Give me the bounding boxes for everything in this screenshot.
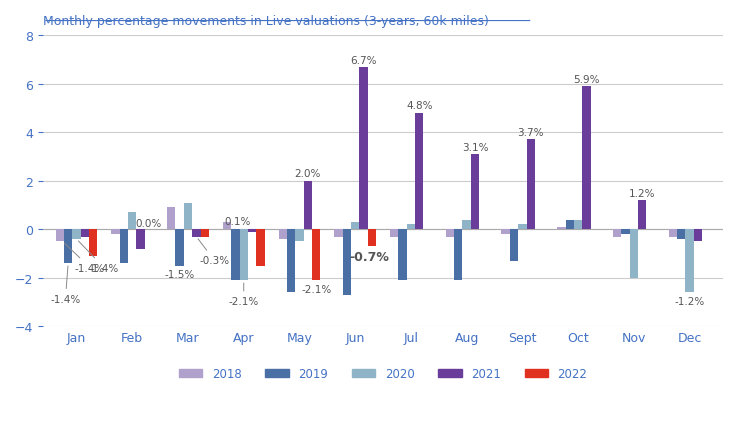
Bar bbox=[463, 220, 471, 230]
Text: 0.0%: 0.0% bbox=[136, 218, 162, 228]
Text: 2.0%: 2.0% bbox=[294, 169, 321, 179]
Bar bbox=[201, 230, 209, 237]
Bar bbox=[351, 222, 359, 230]
Text: -2.1%: -2.1% bbox=[301, 284, 331, 294]
Bar bbox=[80, 230, 89, 237]
Text: Monthly percentage movements in Live valuations (3-years, 60k miles): Monthly percentage movements in Live val… bbox=[43, 15, 489, 28]
Bar bbox=[176, 230, 184, 266]
Bar bbox=[248, 230, 256, 232]
Bar bbox=[111, 230, 120, 235]
Bar bbox=[334, 230, 342, 237]
Bar bbox=[303, 181, 312, 230]
Text: -1.4%: -1.4% bbox=[50, 267, 80, 304]
Bar bbox=[120, 230, 128, 264]
Bar bbox=[287, 230, 295, 293]
Bar bbox=[231, 230, 240, 281]
Bar bbox=[184, 203, 192, 230]
Bar bbox=[613, 230, 621, 237]
Bar bbox=[686, 230, 694, 293]
Bar bbox=[342, 230, 351, 295]
Text: 3.7%: 3.7% bbox=[517, 128, 544, 138]
Bar bbox=[677, 230, 686, 240]
Legend: 2018, 2019, 2020, 2021, 2022: 2018, 2019, 2020, 2021, 2022 bbox=[174, 362, 592, 384]
Bar bbox=[694, 230, 702, 242]
Bar bbox=[167, 208, 176, 230]
Bar bbox=[454, 230, 463, 281]
Bar bbox=[565, 220, 574, 230]
Text: -2.1%: -2.1% bbox=[229, 283, 259, 307]
Text: -1.5%: -1.5% bbox=[165, 270, 195, 280]
Bar bbox=[240, 230, 248, 281]
Bar bbox=[399, 230, 407, 281]
Bar bbox=[574, 220, 582, 230]
Bar bbox=[526, 140, 535, 230]
Bar bbox=[518, 225, 526, 230]
Bar bbox=[137, 230, 145, 249]
Bar bbox=[630, 230, 638, 278]
Bar bbox=[312, 230, 320, 281]
Bar bbox=[64, 230, 72, 264]
Bar bbox=[256, 230, 265, 266]
Bar bbox=[415, 114, 424, 230]
Text: -1.2%: -1.2% bbox=[675, 296, 705, 306]
Bar bbox=[278, 230, 287, 240]
Bar bbox=[510, 230, 518, 261]
Text: 5.9%: 5.9% bbox=[573, 74, 600, 84]
Bar bbox=[446, 230, 454, 237]
Bar bbox=[669, 230, 677, 237]
Bar bbox=[638, 201, 646, 230]
Bar bbox=[502, 230, 510, 235]
Bar bbox=[390, 230, 399, 237]
Bar bbox=[89, 230, 97, 256]
Bar bbox=[72, 230, 80, 240]
Text: -0.3%: -0.3% bbox=[198, 239, 230, 266]
Bar bbox=[359, 68, 368, 230]
Bar bbox=[192, 230, 201, 237]
Bar bbox=[582, 87, 590, 230]
Bar bbox=[55, 230, 64, 242]
Bar bbox=[128, 213, 137, 230]
Text: -0.7%: -0.7% bbox=[349, 250, 389, 263]
Bar bbox=[557, 227, 565, 230]
Bar bbox=[471, 155, 479, 230]
Text: 3.1%: 3.1% bbox=[462, 142, 489, 152]
Bar bbox=[407, 225, 415, 230]
Bar bbox=[295, 230, 303, 242]
Bar bbox=[621, 230, 630, 235]
Bar bbox=[368, 230, 376, 247]
Bar bbox=[223, 222, 231, 230]
Text: 6.7%: 6.7% bbox=[351, 56, 377, 66]
Text: 4.8%: 4.8% bbox=[406, 101, 432, 111]
Text: -1.4%: -1.4% bbox=[65, 244, 105, 273]
Text: -1.4%: -1.4% bbox=[78, 241, 119, 273]
Text: 1.2%: 1.2% bbox=[629, 188, 655, 198]
Text: 0.1%: 0.1% bbox=[224, 216, 251, 226]
